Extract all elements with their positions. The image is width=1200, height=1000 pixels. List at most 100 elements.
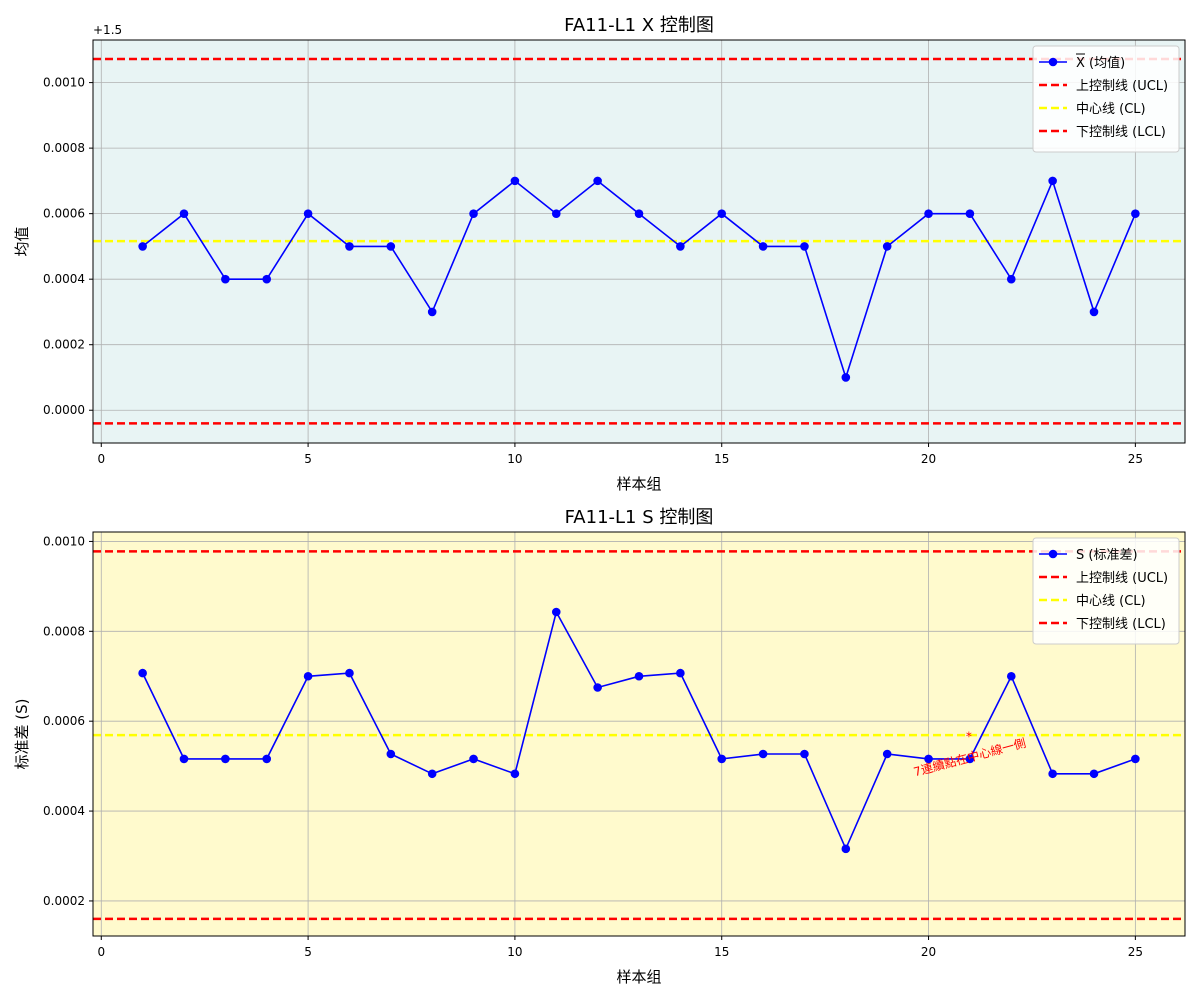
data-point bbox=[676, 668, 685, 678]
y-axis-label: 均值 bbox=[13, 226, 31, 256]
data-point bbox=[924, 754, 933, 764]
data-point bbox=[593, 176, 602, 186]
x-tick-label: 15 bbox=[714, 945, 729, 959]
x-tick-label: 10 bbox=[507, 945, 522, 959]
data-point bbox=[221, 754, 230, 764]
chart-title: FA11-L1 X 控制图 bbox=[564, 15, 714, 36]
data-point bbox=[221, 274, 230, 284]
data-point bbox=[510, 176, 520, 186]
x-tick-label: 5 bbox=[304, 945, 312, 959]
data-point bbox=[345, 668, 354, 678]
data-point bbox=[1089, 769, 1099, 779]
data-point bbox=[303, 209, 313, 218]
data-point bbox=[758, 242, 768, 251]
data-point bbox=[758, 749, 768, 759]
data-point bbox=[179, 209, 189, 218]
data-point bbox=[593, 683, 602, 692]
y-tick-label: 0.0008 bbox=[43, 624, 85, 638]
x-axis-label: 样本组 bbox=[616, 968, 661, 986]
data-point bbox=[386, 242, 396, 251]
x-axis-label: 样本组 bbox=[616, 475, 661, 493]
x-tick-label: 20 bbox=[921, 945, 936, 959]
data-point bbox=[1048, 769, 1057, 779]
legend-box bbox=[1032, 537, 1180, 645]
y-tick-label: 0.0008 bbox=[43, 141, 85, 155]
y-tick-label: 0.0004 bbox=[43, 272, 85, 286]
y-tick-label: 0.0006 bbox=[43, 714, 85, 728]
chart-title: FA11-L1 S 控制图 bbox=[565, 507, 714, 528]
data-point bbox=[262, 754, 272, 764]
y-axis-label: 标准差 (S) bbox=[13, 699, 31, 770]
chart-panel-1: 0 5 10 15 20 25 0.0000 0.0002 0.0004 0.0006 0.0008… bbox=[13, 15, 1186, 493]
y-tick-label: 0.0000 bbox=[43, 403, 85, 417]
data-point bbox=[469, 209, 478, 218]
legend: S (标准差) 上控制线 (UCL) 中心线 (CL) 下控制线 (LCL) bbox=[1032, 537, 1180, 645]
axes-frame bbox=[92, 531, 1186, 937]
data-point bbox=[634, 209, 644, 218]
data-point bbox=[551, 209, 561, 218]
y-tick-label: 0.0004 bbox=[43, 804, 85, 818]
data-point bbox=[469, 754, 478, 764]
data-point bbox=[1131, 754, 1140, 764]
x-tick-label: 10 bbox=[507, 452, 522, 466]
data-point bbox=[1131, 209, 1140, 218]
x-tick-label: 5 bbox=[304, 452, 312, 466]
legend-swatch-marker bbox=[1048, 549, 1058, 559]
data-point bbox=[717, 754, 727, 764]
legend-label: 中心线 (CL) bbox=[1076, 594, 1146, 609]
data-point bbox=[1048, 176, 1057, 186]
x-tick-label: 0 bbox=[97, 945, 105, 959]
data-point bbox=[386, 749, 396, 759]
data-point bbox=[262, 274, 272, 284]
y-tick-label: 0.0010 bbox=[43, 534, 85, 548]
data-point bbox=[551, 607, 561, 617]
y-tick-label: 0.0010 bbox=[43, 76, 85, 90]
data-point bbox=[179, 754, 189, 764]
data-point bbox=[138, 242, 147, 251]
data-point bbox=[924, 209, 933, 218]
data-point bbox=[800, 749, 809, 759]
data-point bbox=[965, 209, 975, 218]
x-tick-label: 0 bbox=[97, 452, 105, 466]
data-point bbox=[841, 373, 851, 382]
legend-label: 下控制线 (LCL) bbox=[1076, 125, 1166, 140]
legend-label: X (均值) bbox=[1076, 55, 1125, 71]
data-point bbox=[1089, 307, 1099, 317]
data-point bbox=[800, 242, 809, 251]
legend: X (均值) 上控制线 (UCL) 中心线 (CL) 下控制线 (LCL) bbox=[1032, 45, 1180, 153]
data-point bbox=[427, 769, 437, 779]
data-point bbox=[676, 242, 685, 251]
data-point bbox=[1006, 274, 1016, 284]
data-point bbox=[882, 242, 892, 251]
x-tick-label: 20 bbox=[921, 452, 936, 466]
y-tick-label: 0.0002 bbox=[43, 338, 85, 352]
data-point bbox=[717, 209, 727, 218]
data-point bbox=[1006, 671, 1016, 681]
legend-swatch-marker bbox=[1048, 57, 1058, 67]
x-tick-label: 25 bbox=[1128, 945, 1143, 959]
data-point bbox=[634, 671, 644, 681]
legend-label: S (标准差) bbox=[1076, 548, 1138, 563]
x-tick-label: 25 bbox=[1128, 452, 1143, 466]
data-point bbox=[882, 749, 892, 759]
legend-box bbox=[1032, 45, 1180, 153]
legend-label: 上控制线 (UCL) bbox=[1076, 79, 1168, 94]
axes-frame bbox=[92, 39, 1186, 444]
data-point bbox=[303, 671, 313, 681]
legend-label: 中心线 (CL) bbox=[1076, 102, 1146, 117]
legend-label: 上控制线 (UCL) bbox=[1076, 571, 1168, 586]
y-tick-label: 0.0002 bbox=[43, 894, 85, 908]
x-tick-label: 15 bbox=[714, 452, 729, 466]
data-point bbox=[510, 769, 520, 779]
axis-offset-label: +1.5 bbox=[93, 23, 122, 37]
data-point bbox=[427, 307, 437, 317]
data-point bbox=[345, 242, 354, 251]
annotation-marker: * bbox=[966, 729, 972, 743]
data-point bbox=[965, 754, 975, 764]
y-tick-label: 0.0006 bbox=[43, 207, 85, 221]
legend-label: 下控制线 (LCL) bbox=[1076, 617, 1166, 632]
data-point bbox=[841, 844, 851, 854]
data-point bbox=[138, 668, 147, 678]
